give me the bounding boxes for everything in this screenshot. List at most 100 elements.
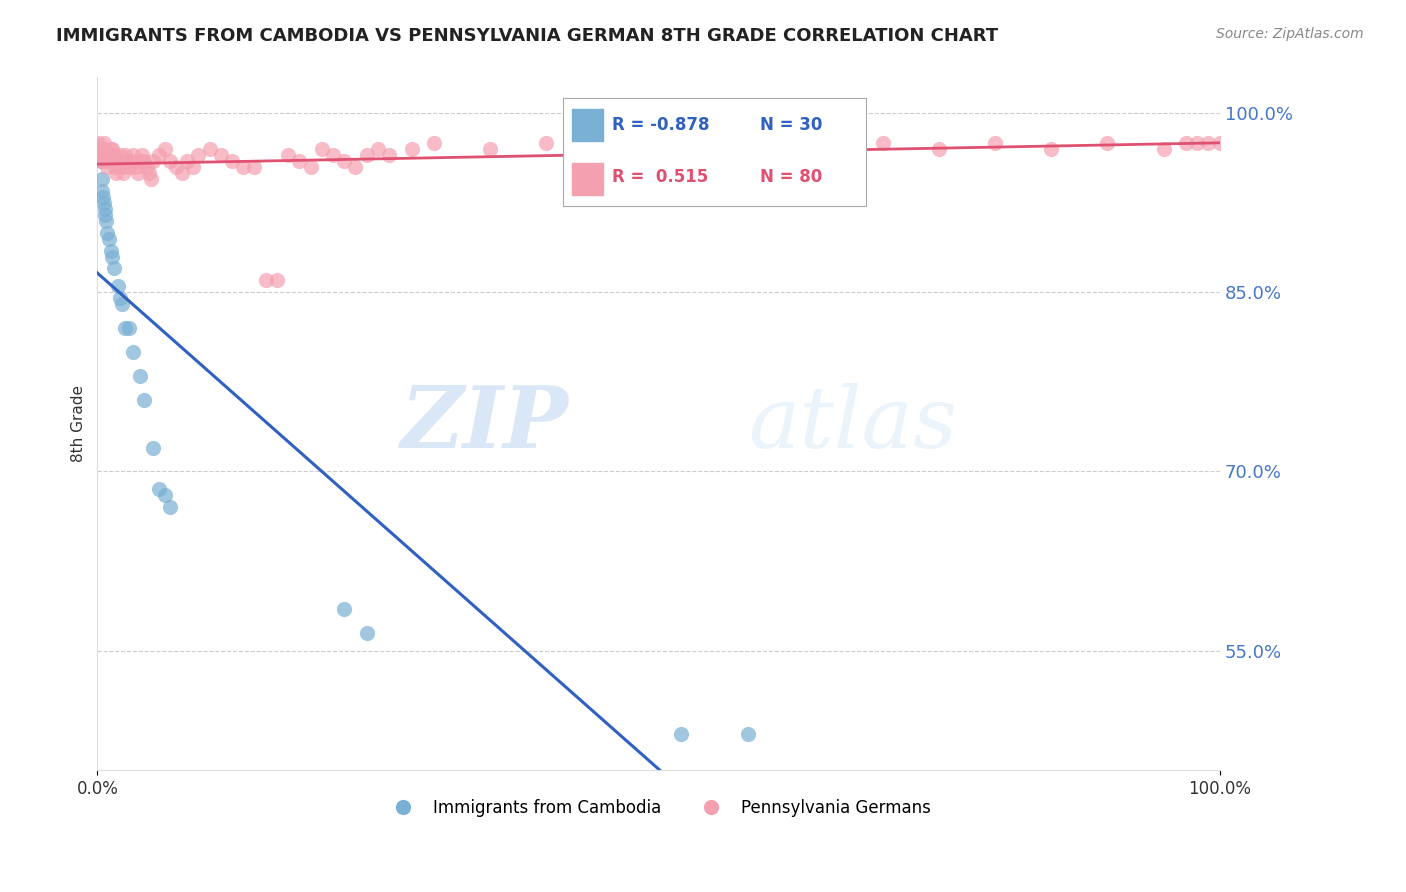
Point — [928, 142, 950, 156]
Point — [703, 142, 725, 156]
Point — [165, 160, 187, 174]
Point — [266, 273, 288, 287]
Point — [135, 160, 157, 174]
Point — [122, 148, 145, 162]
Point — [89, 142, 111, 156]
Point — [141, 172, 163, 186]
Point — [96, 154, 118, 169]
Point — [288, 154, 311, 169]
Point — [254, 273, 277, 287]
Point — [93, 136, 115, 150]
Point — [90, 154, 112, 169]
Point — [134, 392, 156, 407]
Point — [111, 160, 134, 174]
Point — [94, 208, 117, 222]
Point — [122, 345, 145, 359]
Point — [103, 154, 125, 169]
Point — [322, 148, 344, 162]
Point — [111, 297, 134, 311]
Point — [118, 321, 141, 335]
Point — [131, 148, 153, 162]
Point — [759, 136, 782, 150]
Y-axis label: 8th Grade: 8th Grade — [72, 385, 86, 462]
Point — [129, 368, 152, 383]
Point — [669, 727, 692, 741]
Point — [591, 142, 613, 156]
Point — [90, 172, 112, 186]
Point — [423, 136, 446, 150]
Point — [104, 160, 127, 174]
Point — [91, 142, 114, 156]
Point — [356, 148, 378, 162]
Point — [101, 142, 124, 156]
Point — [112, 166, 135, 180]
Text: Source: ZipAtlas.com: Source: ZipAtlas.com — [1216, 27, 1364, 41]
Point — [187, 148, 209, 162]
Point — [1175, 136, 1198, 150]
Point — [107, 279, 129, 293]
Point — [108, 291, 131, 305]
Point — [815, 142, 838, 156]
Point — [378, 148, 401, 162]
Point — [1187, 136, 1209, 150]
Point — [159, 154, 181, 169]
Point — [1198, 136, 1220, 150]
Point — [181, 160, 204, 174]
Point — [90, 184, 112, 198]
Point — [159, 500, 181, 515]
Point — [1040, 142, 1063, 156]
Point — [103, 261, 125, 276]
Point — [96, 160, 118, 174]
Point — [479, 142, 502, 156]
Point — [148, 483, 170, 497]
Point — [170, 166, 193, 180]
Point — [124, 160, 146, 174]
Point — [118, 160, 141, 174]
Point — [647, 136, 669, 150]
Text: IMMIGRANTS FROM CAMBODIA VS PENNSYLVANIA GERMAN 8TH GRADE CORRELATION CHART: IMMIGRANTS FROM CAMBODIA VS PENNSYLVANIA… — [56, 27, 998, 45]
Point — [872, 136, 894, 150]
Point — [114, 148, 136, 162]
Point — [153, 488, 176, 502]
Point — [94, 148, 117, 162]
Point — [737, 727, 759, 741]
Text: atlas: atlas — [748, 383, 957, 465]
Text: ZIP: ZIP — [401, 382, 569, 466]
Point — [91, 190, 114, 204]
Point — [209, 148, 232, 162]
Point — [277, 148, 299, 162]
Point — [97, 148, 120, 162]
Point — [100, 142, 122, 156]
Point — [89, 142, 111, 156]
Point — [142, 154, 165, 169]
Point — [356, 625, 378, 640]
Point — [101, 250, 124, 264]
Point — [96, 226, 118, 240]
Point — [101, 148, 124, 162]
Point — [127, 166, 149, 180]
Point — [1097, 136, 1119, 150]
Point — [984, 136, 1007, 150]
Point — [105, 166, 128, 180]
Point — [221, 154, 243, 169]
Point — [107, 154, 129, 169]
Point — [299, 160, 322, 174]
Point — [93, 195, 115, 210]
Point — [100, 244, 122, 258]
Point — [110, 154, 132, 169]
Point — [176, 154, 198, 169]
Point — [87, 136, 110, 150]
Point — [367, 142, 389, 156]
Point — [1209, 136, 1232, 150]
Point — [401, 142, 423, 156]
Point — [108, 148, 131, 162]
Point — [153, 142, 176, 156]
Point — [134, 154, 156, 169]
Point — [536, 136, 558, 150]
Point — [148, 148, 170, 162]
Point — [96, 213, 118, 227]
Point — [198, 142, 221, 156]
Point — [114, 321, 136, 335]
Legend: Immigrants from Cambodia, Pennsylvania Germans: Immigrants from Cambodia, Pennsylvania G… — [380, 793, 938, 824]
Point — [120, 154, 142, 169]
